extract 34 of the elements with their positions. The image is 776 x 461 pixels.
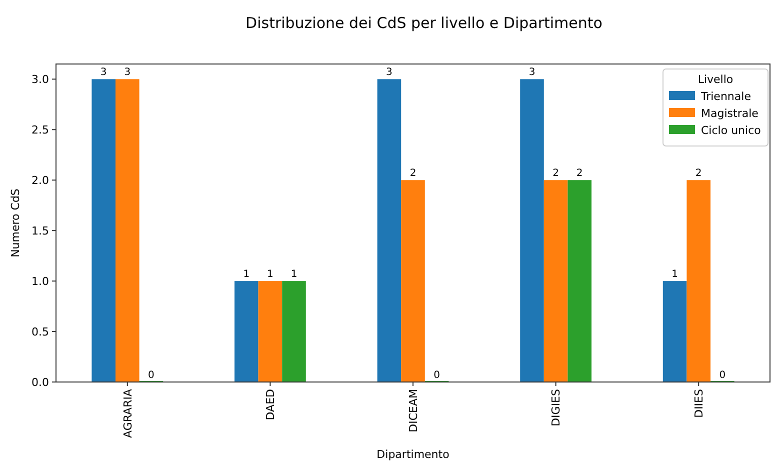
data-label: 2: [576, 168, 583, 180]
data-label: 2: [552, 168, 559, 180]
legend-title: Livello: [698, 73, 734, 86]
data-label: 3: [386, 67, 392, 78]
data-label: 1: [672, 269, 678, 280]
data-label: 2: [410, 168, 416, 180]
y-tick-label: 2.0: [32, 174, 49, 187]
data-label: 1: [243, 269, 250, 280]
data-label: 1: [267, 269, 274, 280]
y-tick-label: 2.5: [32, 123, 49, 136]
chart-title: Distribuzione dei CdS per livello e Dipartimento: [246, 14, 602, 32]
y-axis-title: Numero CdS: [9, 188, 22, 258]
y-tick-label: 3.0: [32, 72, 49, 86]
x-axis-title: Dipartimento: [376, 448, 450, 461]
data-label: 3: [100, 67, 107, 78]
y-tick-label: 0.5: [32, 325, 49, 338]
y-tick-label: 1.5: [32, 224, 49, 238]
y-tick-label: 0.0: [32, 376, 49, 389]
x-tick-label: AGRARIA: [121, 388, 134, 438]
data-label: 0: [434, 370, 440, 381]
x-tick-label: DAED: [264, 389, 278, 420]
y-tick-label: 1.0: [32, 274, 49, 288]
data-label: 3: [528, 67, 536, 78]
legend-label: Ciclo unico: [701, 124, 762, 137]
legend-label: Triennale: [700, 90, 752, 103]
x-tick-label: DIIES: [692, 389, 706, 418]
data-label: 1: [290, 269, 298, 280]
legend-label: Magistrale: [701, 106, 759, 120]
x-tick-label: DIGIES: [550, 388, 563, 426]
data-label: 2: [695, 168, 702, 180]
data-label: 0: [148, 370, 154, 381]
x-tick-label: DICEAM: [406, 389, 420, 432]
data-label: 3: [124, 67, 131, 78]
data-label: 0: [719, 370, 726, 381]
